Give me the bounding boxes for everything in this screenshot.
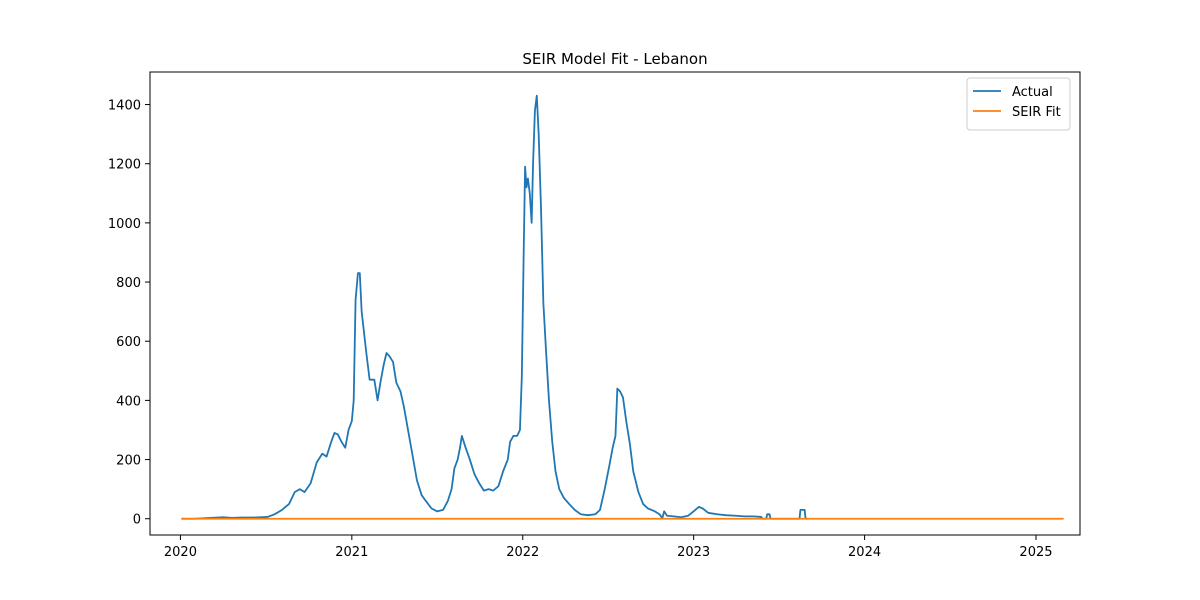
y-tick-label: 0 xyxy=(133,513,141,528)
plot-frame xyxy=(149,71,1081,536)
series-line-actual xyxy=(181,94,808,520)
x-tick-label: 2025 xyxy=(1019,545,1052,560)
legend: Actual SEIR Fit xyxy=(966,77,1071,131)
y-tick-label: 1400 xyxy=(108,99,141,114)
x-tick-label: 2024 xyxy=(848,545,881,560)
y-tick-label: 200 xyxy=(116,454,141,469)
y-axis: 0 200 400 600 800 1000 1200 1400 xyxy=(108,99,150,528)
y-tick-label: 600 xyxy=(116,335,141,350)
y-tick-label: 1200 xyxy=(108,158,141,173)
x-tick-label: 2021 xyxy=(335,545,368,560)
x-axis: 2020 2021 2022 2023 2024 2025 xyxy=(164,535,1053,560)
x-tick-label: 2020 xyxy=(164,545,197,560)
x-tick-label: 2022 xyxy=(506,545,539,560)
y-tick-label: 800 xyxy=(116,276,141,291)
chart-title: SEIR Model Fit - Lebanon xyxy=(522,50,707,68)
y-tick-label: 1000 xyxy=(108,217,141,232)
x-tick-label: 2023 xyxy=(677,545,710,560)
plot-area xyxy=(149,71,1081,536)
y-tick-label: 400 xyxy=(116,394,141,409)
legend-label: SEIR Fit xyxy=(1012,105,1061,120)
series-group xyxy=(181,94,1064,520)
legend-label: Actual xyxy=(1012,85,1053,100)
